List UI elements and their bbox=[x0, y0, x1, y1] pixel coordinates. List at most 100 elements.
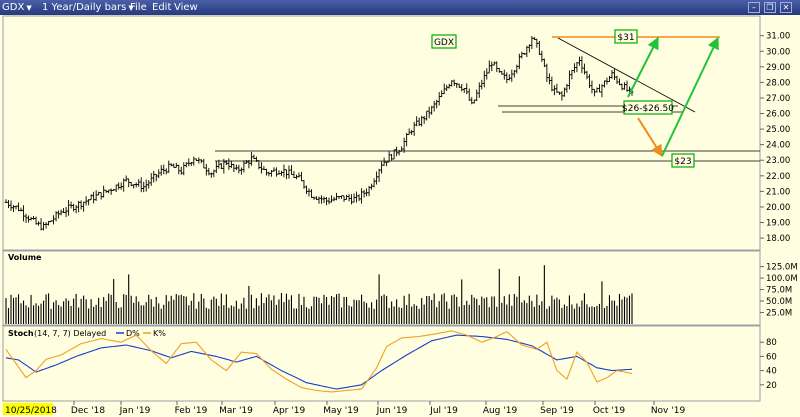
price-bar bbox=[117, 182, 121, 190]
price-bar bbox=[297, 172, 301, 178]
price-bar bbox=[164, 168, 168, 175]
price-bar bbox=[22, 205, 25, 222]
price-bar bbox=[495, 61, 499, 73]
menu-file[interactable]: File bbox=[130, 2, 147, 13]
price-bar bbox=[182, 162, 186, 176]
close-icon[interactable]: ✕ bbox=[780, 2, 792, 13]
price-bar bbox=[119, 182, 123, 190]
volume-bars bbox=[5, 265, 633, 324]
price-bar bbox=[320, 195, 323, 204]
price-bar bbox=[302, 180, 306, 189]
price-bar bbox=[412, 121, 416, 136]
label-26-box bbox=[623, 100, 673, 115]
price-bar bbox=[157, 169, 161, 179]
price-bar bbox=[372, 178, 376, 188]
arrow-down bbox=[637, 117, 663, 158]
price-bar bbox=[159, 165, 163, 176]
x-tick-label: Sep '19 bbox=[540, 406, 574, 416]
price-bar bbox=[562, 87, 566, 97]
price-bar bbox=[162, 164, 166, 175]
price-bar bbox=[603, 80, 606, 88]
price-bar bbox=[382, 157, 386, 166]
price-bar bbox=[14, 205, 18, 210]
price-bar bbox=[573, 63, 576, 73]
price-bar bbox=[515, 64, 519, 74]
price-bar bbox=[362, 189, 366, 198]
price-tick-label: 19.00 bbox=[766, 219, 790, 229]
price-bar bbox=[535, 38, 539, 48]
price-bar bbox=[578, 56, 581, 66]
price-bar bbox=[417, 117, 421, 126]
price-bar bbox=[350, 194, 353, 205]
price-bar bbox=[172, 163, 176, 168]
stoch-axis: 20 40 60 80 bbox=[760, 338, 777, 391]
price-bar bbox=[410, 129, 414, 135]
price-bar bbox=[595, 87, 599, 93]
menu-view[interactable]: View bbox=[174, 2, 198, 13]
price-bar bbox=[177, 164, 181, 175]
price-bar bbox=[122, 178, 126, 192]
price-bar bbox=[467, 88, 471, 101]
price-bar bbox=[72, 203, 76, 212]
price-bar bbox=[315, 196, 318, 200]
price-bar bbox=[472, 99, 476, 104]
stoch-params: (14, 7, 7) Delayed bbox=[34, 329, 106, 338]
price-bar bbox=[542, 58, 546, 67]
title-bar: GDX ▼ 1 Year/Daily bars ▼ File Edit View –… bbox=[0, 0, 800, 15]
timeframe-menu[interactable]: 1 Year/Daily bars ▼ bbox=[42, 0, 134, 16]
price-bar bbox=[74, 204, 78, 214]
price-bar bbox=[184, 162, 188, 168]
restore-icon[interactable]: ❐ bbox=[764, 2, 776, 13]
stoch-lines bbox=[5, 330, 633, 393]
price-bar bbox=[547, 73, 551, 85]
price-bar bbox=[625, 80, 629, 92]
price-bar bbox=[367, 185, 371, 197]
stoch-tick-label: 80 bbox=[766, 338, 777, 348]
price-bar bbox=[342, 195, 346, 202]
price-bar bbox=[37, 221, 40, 226]
price-tick-label: 22.00 bbox=[766, 172, 790, 182]
price-bar bbox=[432, 100, 436, 112]
price-bar bbox=[450, 80, 454, 87]
price-bar bbox=[219, 162, 223, 170]
price-bar bbox=[62, 207, 65, 214]
price-bar bbox=[565, 83, 569, 93]
price-bar bbox=[207, 167, 211, 176]
price-bar bbox=[365, 188, 368, 197]
price-bar bbox=[482, 70, 486, 88]
price-bar bbox=[527, 44, 531, 53]
price-bar bbox=[445, 84, 449, 92]
price-bar bbox=[282, 164, 286, 178]
price-bar bbox=[47, 220, 50, 226]
start-date: 10/25/2018 bbox=[5, 406, 57, 416]
price-bar bbox=[477, 82, 481, 98]
price-bar bbox=[54, 211, 58, 222]
price-bar bbox=[610, 70, 614, 79]
minimize-icon[interactable]: – bbox=[748, 2, 760, 13]
price-tick-label: 26.00 bbox=[766, 110, 790, 120]
price-bar bbox=[312, 196, 316, 200]
price-bar bbox=[608, 75, 611, 82]
price-bar bbox=[545, 63, 549, 83]
volume-tick-label: 100.0M bbox=[766, 274, 798, 284]
price-bar bbox=[64, 206, 68, 218]
price-bar bbox=[583, 63, 586, 75]
price-bar bbox=[305, 185, 308, 195]
price-bar bbox=[310, 189, 313, 198]
price-bar bbox=[330, 195, 333, 203]
menu-edit[interactable]: Edit bbox=[152, 2, 172, 13]
price-tick-label: 21.00 bbox=[766, 187, 790, 197]
price-bar bbox=[114, 184, 118, 193]
price-bar bbox=[67, 200, 70, 216]
price-bar bbox=[249, 151, 253, 166]
symbol-menu[interactable]: GDX ▼ bbox=[2, 0, 32, 16]
price-tick-label: 31.00 bbox=[766, 32, 790, 42]
price-bar bbox=[260, 162, 263, 174]
stoch-tick-label: 60 bbox=[766, 352, 777, 362]
label-26: $26-$26.50 bbox=[622, 104, 674, 114]
price-bar bbox=[19, 207, 23, 212]
price-bar bbox=[167, 160, 171, 173]
price-bar bbox=[455, 82, 459, 88]
price-bar bbox=[292, 171, 296, 179]
price-bar bbox=[257, 160, 261, 170]
